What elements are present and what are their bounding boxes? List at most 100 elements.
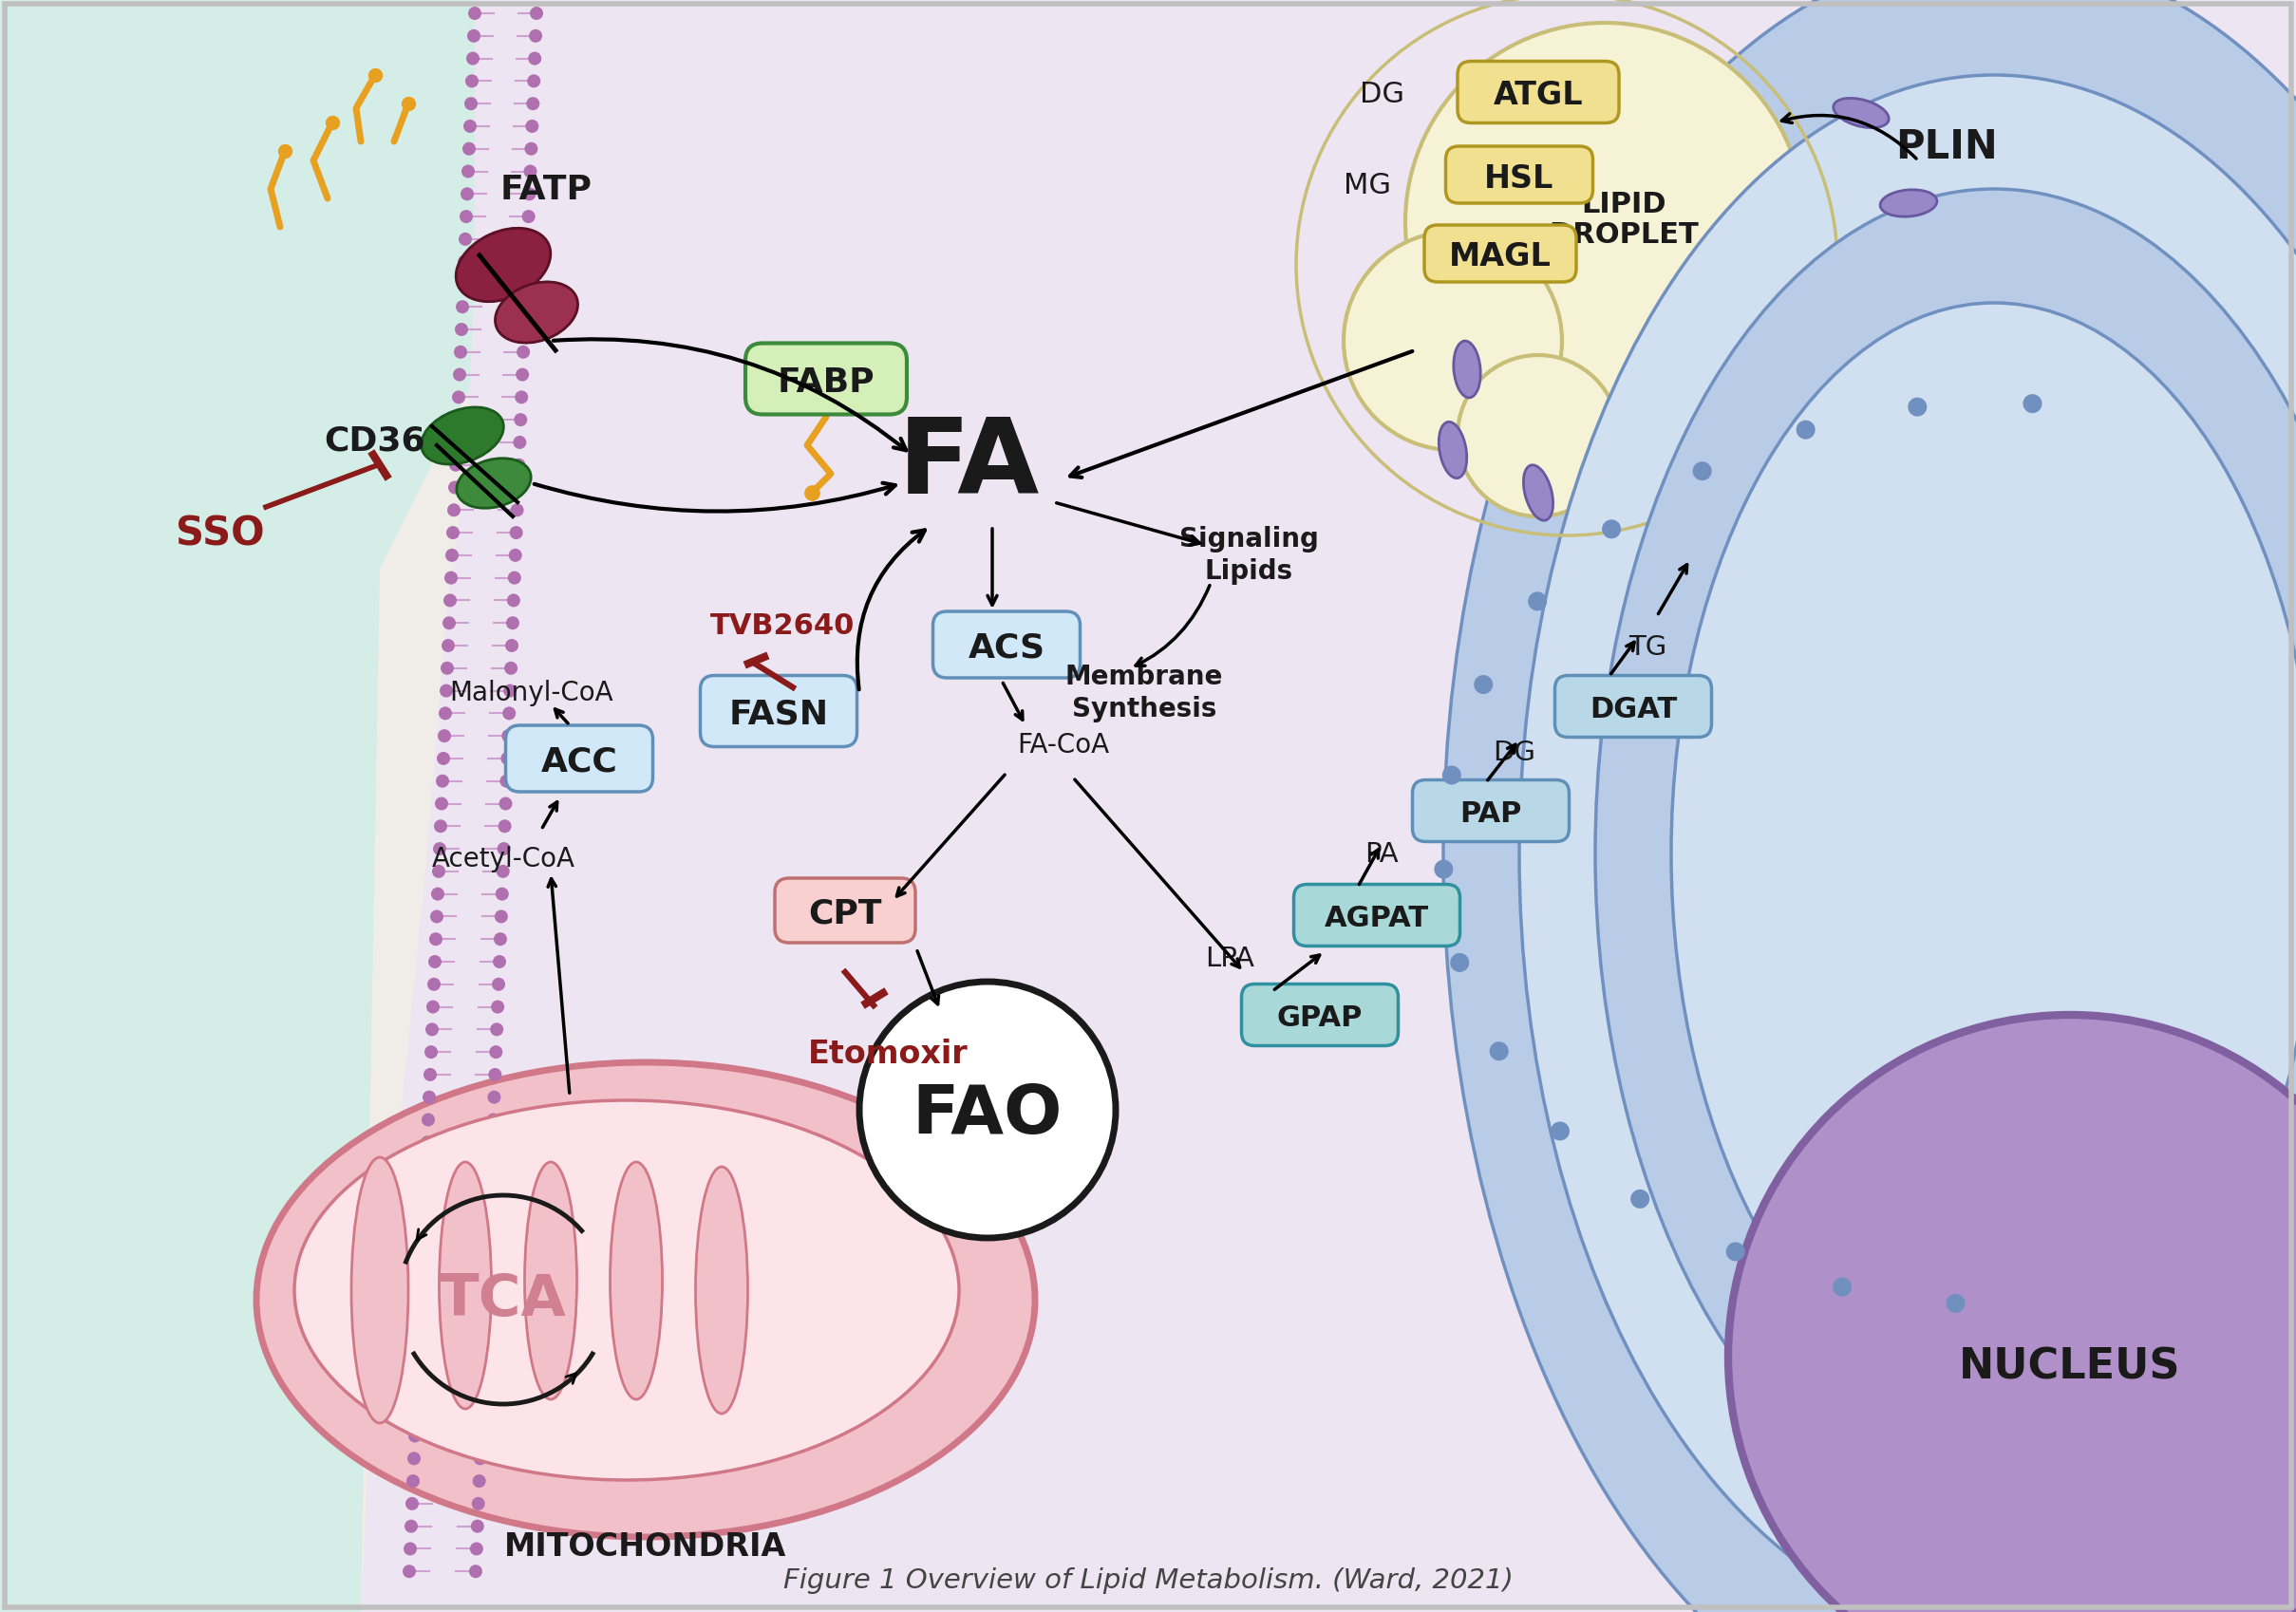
Circle shape	[404, 1543, 418, 1556]
Text: FABP: FABP	[778, 366, 875, 398]
Ellipse shape	[1835, 98, 1890, 129]
Circle shape	[487, 1091, 501, 1104]
Circle shape	[443, 617, 457, 630]
Circle shape	[445, 527, 459, 540]
Circle shape	[434, 798, 448, 811]
Circle shape	[1692, 463, 1713, 482]
Ellipse shape	[1444, 0, 2296, 1612]
Circle shape	[413, 1317, 427, 1330]
Circle shape	[1550, 1122, 1570, 1141]
Circle shape	[859, 982, 1116, 1238]
FancyBboxPatch shape	[1412, 780, 1568, 841]
Circle shape	[429, 933, 443, 946]
Circle shape	[439, 708, 452, 721]
Circle shape	[494, 911, 507, 924]
Circle shape	[484, 1159, 498, 1172]
Text: PAP: PAP	[1460, 800, 1522, 829]
Text: Etomoxir: Etomoxir	[808, 1038, 969, 1069]
Circle shape	[466, 76, 478, 89]
Circle shape	[461, 143, 475, 156]
Circle shape	[416, 1272, 429, 1285]
Circle shape	[455, 347, 466, 359]
Circle shape	[1947, 1294, 1965, 1314]
Polygon shape	[360, 0, 2296, 1612]
Ellipse shape	[1440, 422, 1467, 479]
Circle shape	[443, 595, 457, 608]
Text: CPT: CPT	[808, 898, 882, 930]
Circle shape	[450, 437, 464, 450]
Circle shape	[418, 1227, 429, 1240]
Circle shape	[519, 301, 533, 314]
Circle shape	[409, 1430, 422, 1443]
Text: GPAP: GPAP	[1277, 1004, 1364, 1032]
Text: TCA: TCA	[441, 1272, 567, 1328]
Circle shape	[411, 1362, 425, 1375]
Text: ACC: ACC	[542, 746, 618, 779]
Circle shape	[459, 234, 473, 247]
Circle shape	[461, 166, 475, 179]
Ellipse shape	[1775, 559, 1871, 608]
Circle shape	[505, 640, 519, 653]
Text: FA-CoA: FA-CoA	[1017, 732, 1109, 758]
Circle shape	[471, 1520, 484, 1533]
Text: Signaling
Lipids: Signaling Lipids	[1178, 526, 1318, 585]
Circle shape	[471, 1543, 482, 1556]
Circle shape	[450, 459, 461, 472]
Circle shape	[1442, 766, 1460, 785]
Circle shape	[517, 324, 530, 337]
Circle shape	[452, 392, 466, 405]
Circle shape	[498, 843, 510, 856]
Circle shape	[436, 753, 450, 766]
Text: FASN: FASN	[728, 698, 829, 730]
Circle shape	[496, 888, 510, 901]
Circle shape	[489, 1069, 503, 1082]
Circle shape	[501, 775, 514, 788]
Circle shape	[464, 98, 478, 111]
Circle shape	[1405, 24, 1805, 422]
Ellipse shape	[457, 229, 551, 303]
FancyBboxPatch shape	[746, 343, 907, 416]
Text: FATP: FATP	[501, 174, 592, 206]
Circle shape	[466, 31, 480, 44]
Text: DGAT: DGAT	[1589, 696, 1676, 724]
Circle shape	[496, 866, 510, 879]
FancyBboxPatch shape	[1424, 226, 1577, 282]
Ellipse shape	[611, 1162, 661, 1399]
Circle shape	[445, 550, 459, 563]
Circle shape	[448, 505, 461, 517]
Circle shape	[1727, 1243, 1745, 1261]
Circle shape	[475, 1407, 489, 1420]
FancyBboxPatch shape	[700, 675, 856, 748]
Circle shape	[439, 730, 450, 743]
Circle shape	[406, 1498, 418, 1510]
Circle shape	[514, 392, 528, 405]
Circle shape	[487, 1114, 501, 1127]
Text: ATGL: ATGL	[1492, 81, 1584, 111]
Circle shape	[1490, 1041, 1508, 1061]
Circle shape	[480, 1294, 494, 1307]
Circle shape	[448, 482, 461, 495]
Circle shape	[457, 301, 468, 314]
Circle shape	[427, 978, 441, 991]
Circle shape	[480, 1272, 494, 1285]
Circle shape	[507, 595, 521, 608]
Ellipse shape	[351, 1157, 409, 1423]
Circle shape	[528, 76, 540, 89]
Circle shape	[439, 685, 452, 698]
Text: AGPAT: AGPAT	[1325, 904, 1428, 932]
Circle shape	[409, 1407, 422, 1420]
Circle shape	[521, 234, 535, 247]
Polygon shape	[0, 0, 664, 1612]
Circle shape	[494, 956, 505, 969]
Circle shape	[489, 1024, 503, 1037]
Text: TG: TG	[1628, 634, 1667, 661]
Text: MAGL: MAGL	[1449, 242, 1552, 272]
Circle shape	[478, 1317, 491, 1330]
Ellipse shape	[1671, 303, 2296, 1404]
Text: FAO: FAO	[912, 1082, 1063, 1148]
Circle shape	[1908, 398, 1926, 418]
Circle shape	[411, 1340, 425, 1352]
Text: LIPID: LIPID	[1582, 190, 1667, 218]
Circle shape	[1832, 1278, 1853, 1296]
Circle shape	[514, 414, 528, 427]
